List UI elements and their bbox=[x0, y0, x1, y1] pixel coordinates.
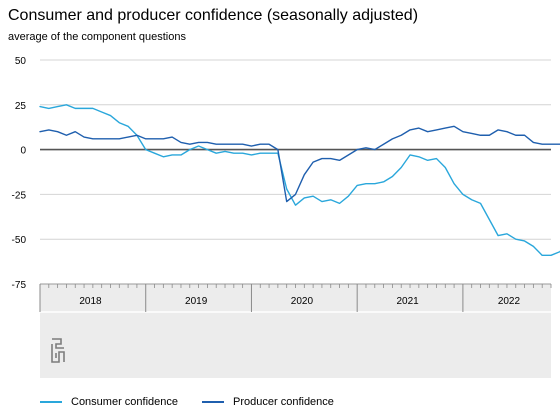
x-axis-band bbox=[39, 283, 552, 378]
legend-item-consumer: Consumer confidence bbox=[40, 396, 178, 408]
grid-lines bbox=[40, 59, 551, 240]
x-axis-band-bg bbox=[40, 284, 551, 378]
y-tick-label: -75 bbox=[12, 280, 27, 291]
x-tick-label: 2020 bbox=[291, 296, 314, 307]
y-tick-label: 50 bbox=[15, 56, 27, 67]
legend-swatch-producer bbox=[202, 401, 225, 403]
tick-labels: 50 25 0 -25 -50 -75 2018 2019 2020 2021 2022 bbox=[12, 56, 521, 307]
cbs-logo-icon bbox=[51, 338, 65, 363]
x-tick-label: 2022 bbox=[498, 296, 521, 307]
series-line-consumer bbox=[39, 104, 560, 257]
legend-item-producer: Producer confidence bbox=[202, 396, 334, 408]
x-tick-label: 2018 bbox=[79, 296, 102, 307]
x-tick-label: 2019 bbox=[185, 296, 208, 307]
y-tick-label: -50 bbox=[12, 235, 27, 246]
y-tick-label: -25 bbox=[12, 190, 27, 201]
chart-title: Consumer and producer confidence (season… bbox=[8, 7, 419, 24]
series-line-producer bbox=[39, 125, 560, 203]
legend-swatch-consumer bbox=[40, 401, 62, 403]
y-tick-label: 0 bbox=[20, 146, 26, 157]
y-tick-label: 25 bbox=[15, 101, 27, 112]
chart-subtitle: average of the component questions bbox=[8, 31, 186, 43]
chart-legend: Consumer confidence Producer confidence bbox=[40, 394, 358, 410]
legend-label-consumer: Consumer confidence bbox=[71, 396, 179, 408]
legend-label-producer: Producer confidence bbox=[233, 396, 334, 408]
x-tick-label: 2021 bbox=[397, 296, 420, 307]
series-lines bbox=[39, 104, 560, 257]
